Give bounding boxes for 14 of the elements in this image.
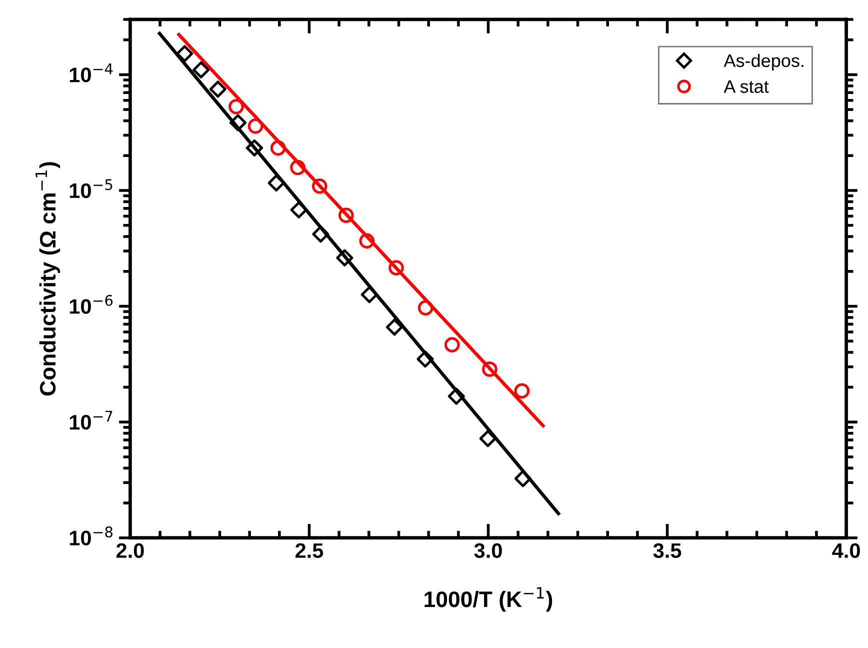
legend-label: As-depos. bbox=[724, 54, 804, 71]
x-tick-label: 3.0 bbox=[474, 543, 502, 558]
legend-label: A stat bbox=[724, 80, 769, 93]
y-tick-label: 10$^{−5}$ bbox=[70, 179, 112, 198]
y-tick-label: 10$^{−4}$ bbox=[70, 63, 113, 82]
x-tick-label: 3.5 bbox=[653, 543, 682, 558]
y-tick-label: 10$^{−7}$ bbox=[70, 410, 112, 430]
x-tick-label: 4.0 bbox=[832, 543, 860, 558]
x-axis-title: 1000/T (K$^{−1}$) bbox=[424, 587, 552, 612]
y-tick-label: 10$^{−8}$ bbox=[70, 526, 112, 546]
y-axis-title: Conductivity (Ω cm$^{−1}$) bbox=[36, 162, 60, 396]
x-tick-label: 2.5 bbox=[295, 543, 324, 558]
y-tick-label: 10$^{−6}$ bbox=[70, 294, 113, 314]
x-tick-label: 2.0 bbox=[116, 543, 144, 558]
